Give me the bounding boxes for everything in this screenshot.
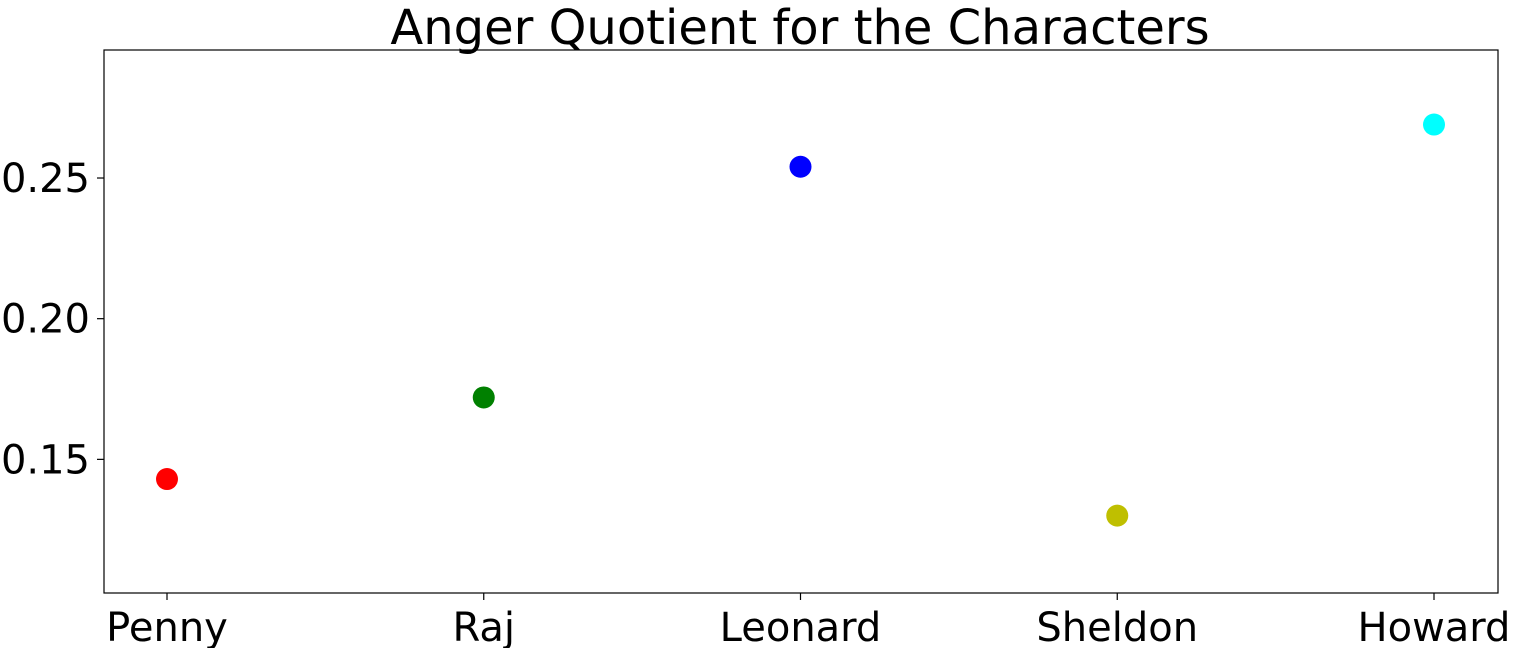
- x-tick-label-penny: Penny: [106, 605, 228, 648]
- data-point-sheldon: [1106, 504, 1129, 527]
- data-point-leonard: [789, 155, 812, 178]
- x-tick-label-raj: Raj: [452, 605, 515, 648]
- data-point-raj: [472, 386, 495, 409]
- plot-area-frame: [103, 49, 1499, 594]
- chart-title: Anger Quotient for the Characters: [390, 0, 1209, 56]
- x-tick-label-howard: Howard: [1358, 605, 1511, 648]
- x-tick-label-sheldon: Sheldon: [1036, 605, 1198, 648]
- y-tick-label: 0.25: [1, 156, 90, 202]
- data-point-howard: [1423, 113, 1445, 136]
- x-tick-label-leonard: Leonard: [720, 605, 882, 648]
- x-axis: Penny Raj Leonard Sheldon Howard: [106, 593, 1510, 648]
- y-tick-label: 0.20: [1, 297, 90, 343]
- data-points: [156, 113, 1445, 527]
- data-point-penny: [156, 468, 178, 491]
- y-axis: 0.15 0.20 0.25: [1, 156, 104, 483]
- y-tick-label: 0.15: [1, 437, 90, 483]
